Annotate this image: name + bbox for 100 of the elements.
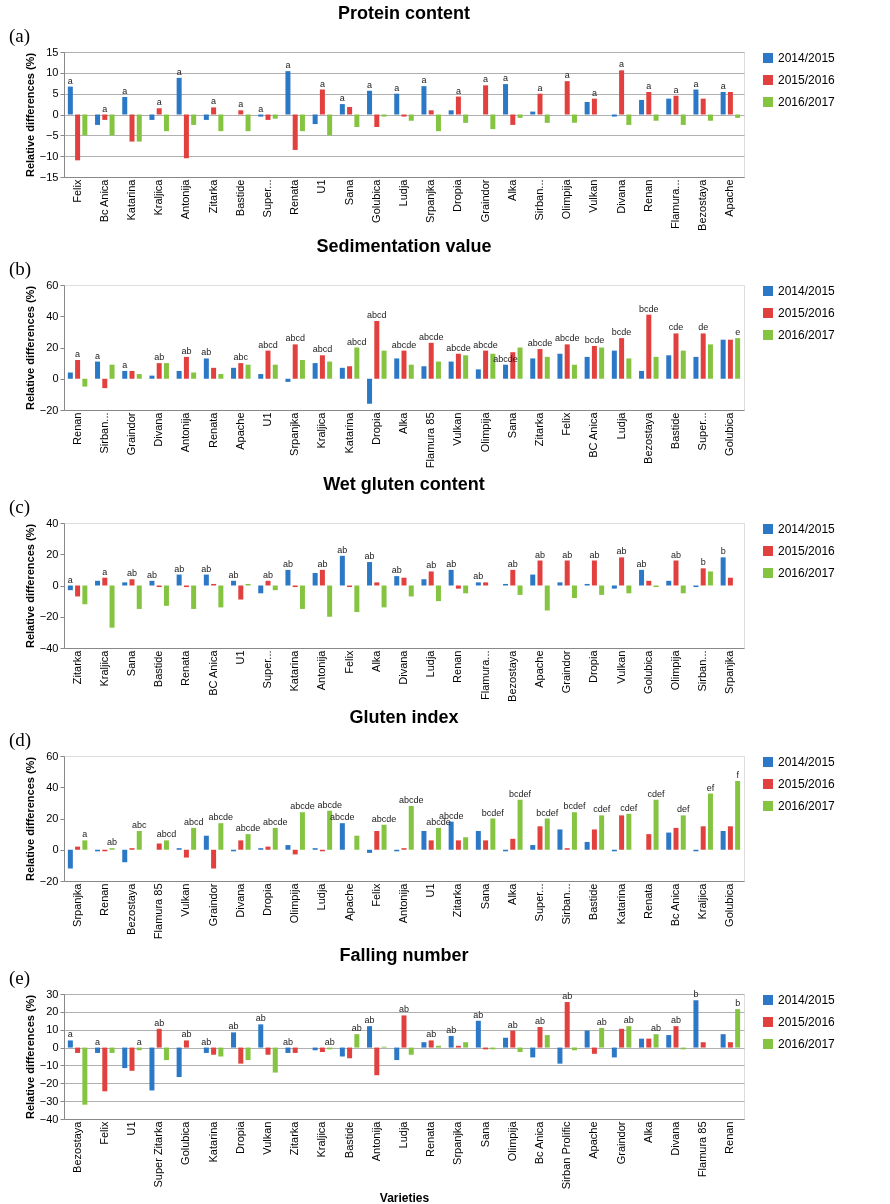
data-label: abcd xyxy=(312,344,333,355)
data-label: ab xyxy=(282,558,293,569)
bar xyxy=(564,1002,570,1048)
data-label: abcde xyxy=(317,799,342,810)
bar xyxy=(483,350,489,379)
x-tick-label: Bc Anica xyxy=(669,882,681,927)
bar xyxy=(680,350,686,379)
y-tick-label: −20 xyxy=(39,403,59,416)
bar xyxy=(401,577,407,586)
bar xyxy=(109,364,115,379)
bar xyxy=(428,110,434,115)
legend-label: 2015/2016 xyxy=(778,73,836,87)
bar xyxy=(109,1047,115,1053)
legend-label: 2016/2017 xyxy=(778,799,836,813)
x-tick-label: Zitarka xyxy=(70,649,83,685)
bar xyxy=(673,827,679,850)
bar xyxy=(231,580,237,586)
data-label: a xyxy=(720,81,726,91)
bar xyxy=(211,849,217,869)
bar xyxy=(183,114,189,159)
bar xyxy=(626,114,632,125)
bar xyxy=(727,92,733,115)
y-axis-title: Relative differences (%) xyxy=(23,52,36,178)
bar xyxy=(653,799,659,850)
bar xyxy=(673,1026,679,1048)
bar xyxy=(673,95,679,115)
bar xyxy=(82,1047,88,1105)
bar xyxy=(463,355,469,379)
x-tick-label: Apache xyxy=(233,412,246,450)
data-label: ab xyxy=(201,1036,212,1047)
data-label: a xyxy=(455,85,461,96)
bar xyxy=(258,374,264,379)
data-label: ab xyxy=(364,1015,375,1026)
bar xyxy=(455,840,461,850)
data-label: bcde xyxy=(639,303,659,314)
x-axis-title: Varieties xyxy=(379,1191,430,1204)
data-label: ab xyxy=(426,1029,437,1040)
data-label: abcd xyxy=(156,829,177,840)
data-label: ab xyxy=(534,549,546,560)
data-label: a xyxy=(258,103,264,114)
bar xyxy=(367,849,373,853)
bar xyxy=(218,114,224,132)
bar xyxy=(735,338,741,379)
data-label: ef xyxy=(706,782,715,793)
bar xyxy=(354,347,360,379)
bar xyxy=(503,364,509,379)
bar xyxy=(394,93,400,115)
bar xyxy=(163,1047,169,1061)
data-label: ab xyxy=(174,563,185,574)
x-tick-label: Dropia xyxy=(233,1120,246,1154)
bar xyxy=(475,582,481,586)
bar xyxy=(619,557,625,586)
bar xyxy=(129,370,135,379)
x-tick-label: Kraljica xyxy=(696,882,709,920)
bar xyxy=(218,1047,224,1057)
x-tick-label: Vulkan xyxy=(179,883,192,917)
y-tick-label: 0 xyxy=(52,372,59,385)
y-axis-title: Relative differences (%) xyxy=(23,756,36,882)
data-label: ab xyxy=(562,991,573,1002)
bar xyxy=(245,364,251,379)
bar xyxy=(245,834,251,850)
bar xyxy=(367,378,373,404)
legend-label: 2015/2016 xyxy=(778,777,836,791)
x-tick-label: Srpanjka xyxy=(70,882,83,927)
x-tick-label: Antonija xyxy=(315,649,328,691)
bar xyxy=(455,96,461,115)
bar xyxy=(564,81,570,115)
bar xyxy=(203,835,209,850)
bar xyxy=(319,569,325,586)
bar xyxy=(265,350,271,379)
bar xyxy=(258,585,264,594)
bar xyxy=(626,1026,632,1048)
x-tick-label: Sana xyxy=(125,649,137,677)
data-label: a xyxy=(319,78,325,89)
bar xyxy=(530,111,536,115)
data-label: a xyxy=(67,75,73,86)
data-label: a xyxy=(82,829,88,840)
x-tick-label: Divana xyxy=(152,411,165,447)
x-tick-label: Golubica xyxy=(723,411,736,456)
bar xyxy=(149,580,155,586)
y-tick-label: −10 xyxy=(39,1058,59,1071)
data-label: a xyxy=(67,1029,73,1040)
y-tick-label: 10 xyxy=(46,66,59,79)
data-label: bcde xyxy=(584,334,605,345)
x-tick-label: Renata xyxy=(641,882,654,919)
bar xyxy=(408,364,414,379)
y-tick-label: 0 xyxy=(52,108,59,120)
data-label: abcde xyxy=(391,339,417,350)
bar xyxy=(75,585,81,597)
bar xyxy=(156,1028,162,1048)
bar xyxy=(707,571,713,586)
x-tick-label: Bezostaya xyxy=(70,1120,83,1173)
x-tick-label: Apache xyxy=(342,883,355,921)
chart-title: Wet gluten content xyxy=(323,474,485,494)
bar xyxy=(238,1047,244,1064)
x-tick-label: Flamura... xyxy=(669,179,681,230)
data-label: abcde xyxy=(290,801,315,812)
data-label: ab xyxy=(154,352,165,363)
x-tick-label: Srpanjka xyxy=(723,649,736,694)
text: (a) xyxy=(9,25,31,47)
